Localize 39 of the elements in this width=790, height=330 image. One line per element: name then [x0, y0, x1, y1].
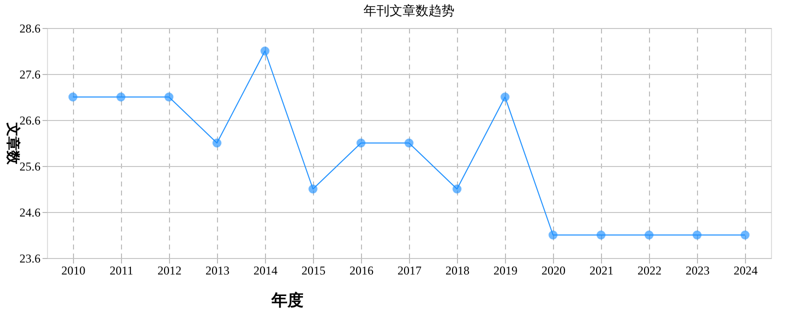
- x-tick-label: 2022: [638, 264, 662, 278]
- point: [404, 138, 414, 148]
- x-axis-title: 年度: [270, 290, 304, 310]
- y-tick-label: 25.6: [20, 160, 40, 174]
- chart-title: 年刊文章数趋势: [364, 3, 454, 18]
- point: [452, 184, 462, 194]
- point: [260, 46, 270, 56]
- x-tick-label: 2021: [590, 264, 614, 278]
- point: [692, 230, 702, 240]
- x-tick-label: 2018: [446, 264, 470, 278]
- x-tick-label: 2012: [157, 264, 182, 278]
- point: [308, 184, 318, 194]
- x-tick-label: 2016: [349, 264, 374, 278]
- x-tick-label: 2023: [686, 264, 710, 278]
- y-tick-label: 27.6: [20, 68, 40, 82]
- point: [68, 92, 78, 102]
- y-tick-label: 24.6: [20, 206, 40, 220]
- x-tick-label: 2010: [61, 264, 86, 278]
- x-tick-label: 2024: [734, 264, 758, 278]
- x-tick-label: 2015: [301, 264, 326, 278]
- point: [596, 230, 606, 240]
- y-axis-title: 文章数: [4, 122, 22, 166]
- point: [644, 230, 654, 240]
- point: [212, 138, 222, 148]
- y-tick-label: 26.6: [20, 114, 40, 128]
- x-tick-label: 2014: [253, 264, 278, 278]
- x-tick-label: 2013: [205, 264, 230, 278]
- point: [116, 92, 126, 102]
- point: [548, 230, 558, 240]
- x-tick-label: 2019: [494, 264, 518, 278]
- y-tick-label: 28.6: [20, 22, 40, 36]
- x-tick-label: 2020: [542, 264, 566, 278]
- x-tick-label: 2011: [110, 264, 134, 278]
- point: [740, 230, 750, 240]
- point: [356, 138, 366, 148]
- point: [164, 92, 174, 102]
- x-tick-label: 2017: [398, 264, 422, 278]
- y-tick-label: 23.6: [20, 252, 40, 266]
- point: [500, 92, 510, 102]
